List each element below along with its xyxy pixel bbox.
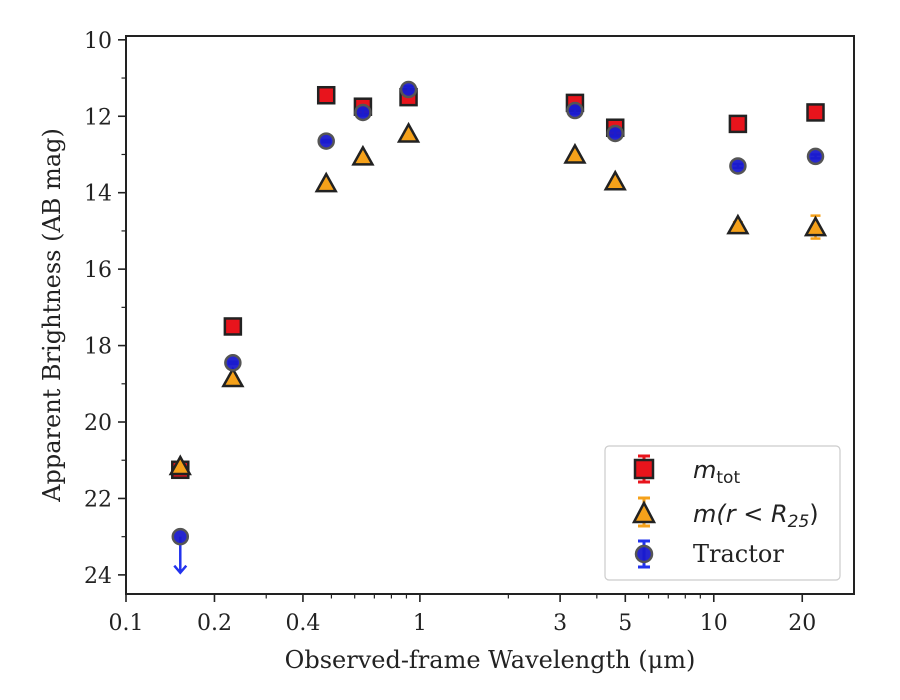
legend-box bbox=[604, 445, 841, 581]
data-point-triangle bbox=[726, 213, 750, 235]
y-tick-label: 16 bbox=[84, 258, 112, 283]
series-triangle bbox=[168, 121, 828, 476]
legend-label-tractor: Tractor bbox=[693, 540, 784, 568]
series-circle bbox=[171, 80, 825, 575]
legend-entry-mtot: mtot bbox=[633, 454, 740, 488]
data-point-circle bbox=[171, 527, 190, 546]
x-tick-label: 1 bbox=[413, 611, 427, 636]
upper-limit-arrow-head bbox=[173, 564, 188, 575]
legend-marker-square bbox=[633, 458, 655, 480]
x-tick-label: 0.1 bbox=[109, 611, 144, 636]
data-point-triangle bbox=[314, 171, 338, 193]
y-tick-label: 14 bbox=[84, 182, 112, 207]
x-tick-label: 0.2 bbox=[197, 611, 232, 636]
ticks-layer: 0.1 0.2 0.4 1 3 5 10 20 10 12 14 16 18 20 22 24 bbox=[84, 29, 816, 636]
plot-frame bbox=[125, 35, 855, 595]
x-tick-label: 10 bbox=[700, 611, 728, 636]
data-point-circle bbox=[729, 157, 747, 175]
y-tick-label: 18 bbox=[84, 335, 112, 360]
data-point-square bbox=[223, 317, 243, 336]
data-point-circle bbox=[354, 103, 372, 122]
data-point-triangle bbox=[221, 366, 245, 388]
data-point-triangle bbox=[603, 169, 627, 191]
data-point-triangle bbox=[168, 454, 192, 476]
legend-entry-mr25: m(r < R25) bbox=[631, 496, 819, 532]
x-tick-label: 20 bbox=[788, 611, 816, 636]
data-point-triangle bbox=[563, 142, 587, 164]
legend-marker-circle bbox=[634, 544, 654, 564]
data-point-triangle bbox=[803, 215, 828, 237]
x-tick-label: 3 bbox=[553, 611, 567, 636]
y-axis-label: Apparent Brightness (AB mag) bbox=[38, 128, 66, 503]
legend: mtot m(r < R25) Tractor bbox=[604, 445, 841, 581]
x-axis-label: Observed-frame Wavelength (μm) bbox=[285, 646, 696, 674]
data-point-triangle bbox=[351, 144, 375, 166]
points-layer bbox=[168, 80, 828, 575]
legend-marker-triangle bbox=[631, 500, 657, 524]
data-point-triangle bbox=[396, 121, 421, 143]
data-point-circle bbox=[606, 124, 624, 143]
data-point-circle bbox=[317, 132, 335, 150]
x-tick-label: 5 bbox=[618, 611, 632, 636]
legend-entry-tractor: Tractor bbox=[634, 539, 784, 569]
y-tick-label: 10 bbox=[84, 29, 112, 54]
y-tick-label: 20 bbox=[84, 411, 112, 436]
data-point-circle bbox=[224, 354, 242, 372]
y-tick-label: 12 bbox=[84, 105, 112, 130]
data-point-square bbox=[806, 103, 825, 122]
legend-label-mtot: mtot bbox=[693, 456, 740, 488]
data-point-square bbox=[316, 85, 336, 105]
x-tick-label: 0.4 bbox=[285, 611, 320, 636]
legend-label-mr25: m(r < R25) bbox=[693, 500, 819, 532]
data-point-circle bbox=[806, 147, 825, 166]
data-point-square bbox=[728, 114, 748, 134]
y-tick-label: 22 bbox=[84, 487, 112, 512]
y-tick-label: 24 bbox=[84, 564, 112, 589]
data-point-circle bbox=[566, 101, 584, 120]
data-point-circle bbox=[399, 80, 418, 99]
